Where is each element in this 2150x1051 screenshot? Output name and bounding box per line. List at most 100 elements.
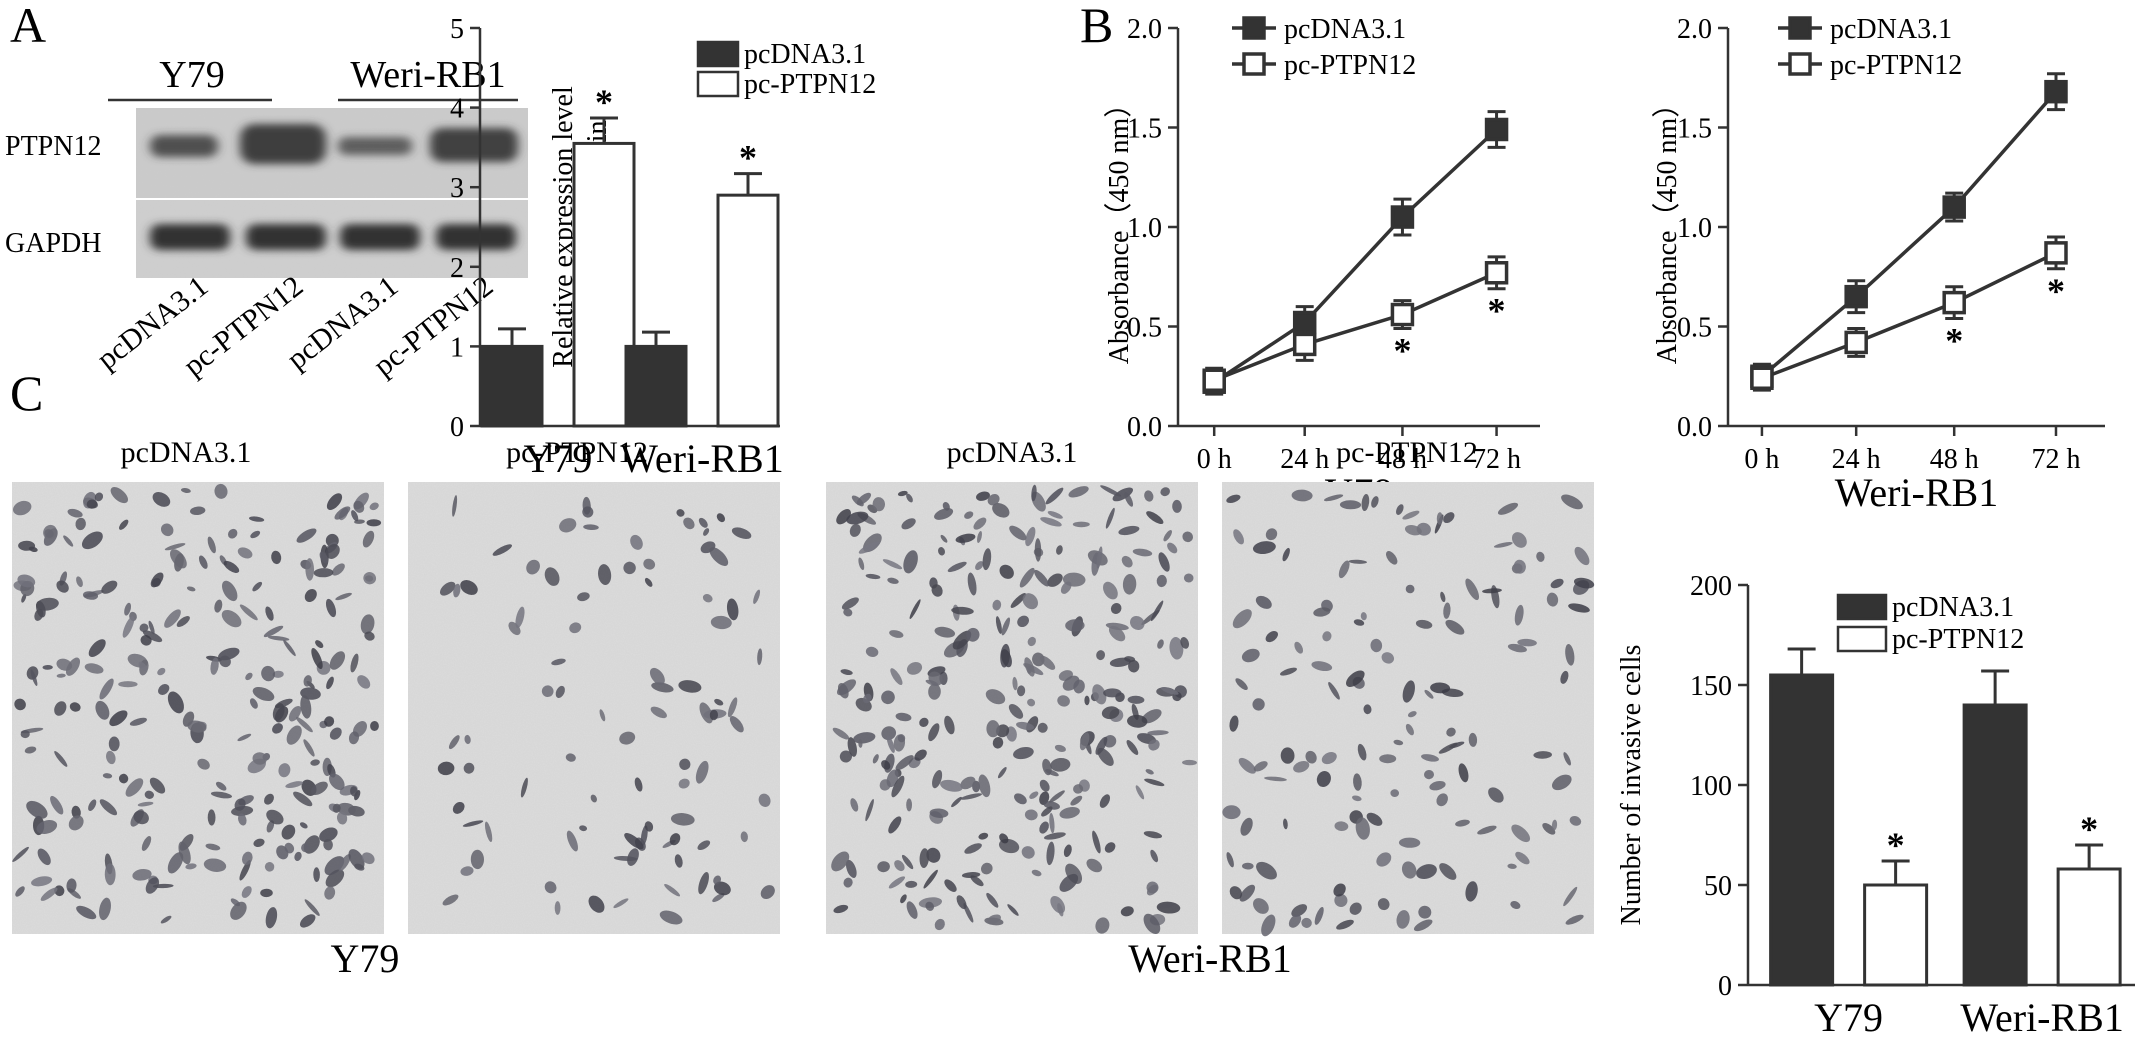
stained-cell bbox=[326, 676, 334, 690]
stained-cell bbox=[140, 635, 152, 646]
stained-cell bbox=[890, 668, 903, 686]
stained-cell bbox=[1429, 780, 1446, 791]
stained-cell bbox=[987, 494, 1000, 506]
stained-cell bbox=[901, 518, 916, 530]
micrograph-title-2: pc-PTPN12 bbox=[506, 436, 648, 469]
stained-cell bbox=[1291, 489, 1313, 502]
stained-cell bbox=[68, 815, 84, 831]
stained-cell bbox=[1240, 817, 1253, 836]
stained-cell bbox=[1034, 569, 1050, 587]
stained-cell bbox=[928, 723, 940, 742]
stained-cell bbox=[995, 616, 1002, 634]
x-tick-label: 72 h bbox=[1472, 444, 1521, 475]
stained-cell bbox=[1039, 779, 1050, 792]
stained-cell bbox=[324, 716, 335, 727]
stained-cell bbox=[1574, 546, 1590, 566]
stained-cell bbox=[326, 493, 343, 510]
stained-cell bbox=[1016, 721, 1035, 731]
stained-cell bbox=[1357, 743, 1367, 761]
stained-cell bbox=[929, 808, 949, 818]
stained-cell bbox=[109, 710, 128, 727]
blot-band-ptpn12-lane1 bbox=[150, 135, 218, 157]
stained-cell bbox=[440, 581, 456, 596]
stained-cell bbox=[1059, 873, 1079, 892]
stained-cell bbox=[1046, 841, 1055, 866]
stained-cell bbox=[882, 559, 903, 570]
stained-cell bbox=[1158, 903, 1174, 909]
stained-cell bbox=[966, 627, 980, 642]
stained-cell bbox=[1013, 747, 1034, 760]
stained-cell bbox=[644, 821, 654, 832]
stained-cell bbox=[104, 863, 116, 886]
stained-cell bbox=[329, 773, 345, 791]
stained-cell bbox=[977, 531, 982, 543]
stained-cell bbox=[1252, 698, 1265, 711]
stained-cell bbox=[1551, 819, 1558, 831]
stained-cell bbox=[323, 839, 333, 851]
stained-cell bbox=[872, 497, 886, 512]
x-tick-label: 24 h bbox=[1280, 444, 1329, 475]
data-point bbox=[2044, 79, 2068, 104]
stained-cell bbox=[985, 689, 1006, 705]
y-tick-label: 4 bbox=[450, 94, 464, 125]
stained-cell bbox=[362, 530, 375, 548]
stained-cell bbox=[1353, 619, 1365, 626]
stained-cell bbox=[1294, 641, 1304, 654]
stained-cell bbox=[944, 879, 957, 892]
stained-cell bbox=[157, 667, 166, 676]
legend-label: pc-PTPN12 bbox=[744, 69, 876, 100]
x-category-label: Weri-RB1 bbox=[1960, 995, 2123, 1040]
stained-cell bbox=[644, 577, 653, 587]
y-tick-label: 0 bbox=[450, 412, 464, 443]
stained-cell bbox=[1321, 752, 1337, 765]
stained-cell bbox=[891, 775, 905, 798]
significance-marker: * bbox=[2047, 271, 2065, 311]
stained-cell bbox=[865, 573, 881, 580]
stained-cell bbox=[1043, 832, 1066, 840]
significance-marker: * bbox=[1887, 825, 1905, 865]
stained-cell bbox=[1016, 685, 1026, 697]
stained-cell bbox=[133, 810, 149, 825]
stained-cell bbox=[285, 781, 304, 789]
stained-cell bbox=[50, 795, 64, 815]
stained-cell bbox=[566, 830, 578, 852]
stained-cell bbox=[1510, 900, 1521, 910]
micrograph-title-4: pc-PTPN12 bbox=[1336, 436, 1478, 469]
stained-cell bbox=[94, 492, 104, 502]
stained-cell bbox=[101, 580, 118, 594]
stained-cell bbox=[238, 813, 247, 826]
stained-cell bbox=[1132, 548, 1153, 557]
stained-cell bbox=[582, 506, 594, 518]
y-tick-label: 1.5 bbox=[1677, 114, 1712, 145]
blot-band-gapdh-lane1 bbox=[150, 224, 230, 250]
stained-cell bbox=[940, 779, 963, 792]
stained-cell bbox=[1096, 650, 1106, 661]
stained-cell bbox=[964, 511, 974, 519]
stained-cell bbox=[1045, 487, 1064, 505]
stained-cell bbox=[1376, 852, 1392, 867]
stained-cell bbox=[905, 880, 918, 888]
stained-cell bbox=[839, 750, 852, 763]
data-point bbox=[1202, 368, 1226, 392]
data-point bbox=[1390, 205, 1415, 229]
stained-cell bbox=[325, 598, 337, 618]
stained-cell bbox=[740, 831, 748, 843]
micrograph-group-label-y79: Y79 bbox=[331, 936, 400, 981]
stained-cell bbox=[909, 599, 921, 619]
stained-cell bbox=[253, 838, 265, 847]
stained-cell bbox=[1393, 739, 1404, 746]
stained-cell bbox=[31, 876, 53, 887]
y-axis-label: Number of invasive cells bbox=[1616, 645, 1647, 926]
stained-cell bbox=[1239, 884, 1256, 902]
stained-cell bbox=[56, 580, 69, 593]
stained-cell bbox=[223, 560, 240, 573]
stained-cell bbox=[336, 811, 348, 825]
stained-cell bbox=[960, 776, 976, 790]
stained-cell bbox=[366, 519, 382, 527]
stained-cell bbox=[214, 483, 228, 499]
stained-cell bbox=[703, 528, 710, 536]
stained-cell bbox=[293, 791, 313, 807]
stained-cell bbox=[716, 513, 726, 523]
stained-cell bbox=[185, 863, 197, 870]
